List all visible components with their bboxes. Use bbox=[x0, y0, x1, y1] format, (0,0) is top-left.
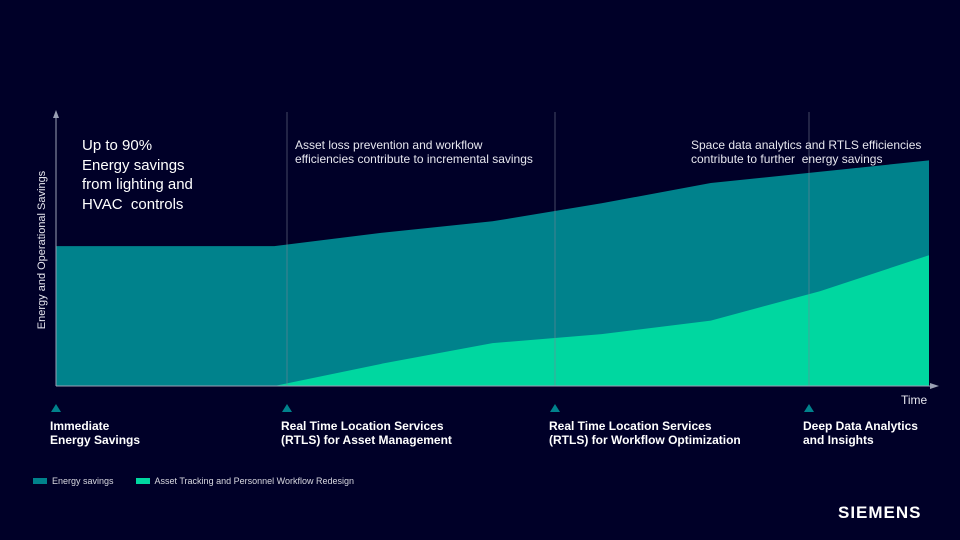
annotation-line: Space data analytics and RTLS efficienci… bbox=[691, 138, 922, 152]
phase-marker-3 bbox=[550, 404, 560, 412]
annotation-line: efficiencies contribute to incremental s… bbox=[295, 152, 533, 166]
annotation-line: Asset loss prevention and workflow bbox=[295, 138, 483, 152]
phase-line: Real Time Location Services bbox=[549, 419, 712, 433]
phase-marker-4 bbox=[804, 404, 814, 412]
annotation-line: from lighting and bbox=[82, 176, 193, 193]
phase-line: Immediate bbox=[50, 419, 110, 433]
phase-marker-2 bbox=[282, 404, 292, 412]
annotation-line: Energy savings bbox=[82, 156, 185, 174]
phase-marker-1 bbox=[51, 404, 61, 412]
legend-item-energy: Energy savings bbox=[33, 476, 114, 486]
legend-label: Asset Tracking and Personnel Workflow Re… bbox=[154, 476, 354, 486]
phase-line: Energy Savings bbox=[50, 433, 141, 447]
legend-label: Energy savings bbox=[52, 476, 114, 486]
phase-label-rtls-workflow: Real Time Location Services (RTLS) for W… bbox=[549, 419, 741, 447]
chart-legend: Energy savings Asset Tracking and Person… bbox=[33, 476, 376, 486]
x-axis-arrow bbox=[930, 383, 939, 389]
phase-label-analytics: Deep Data Analytics and Insights bbox=[803, 419, 918, 447]
phase-line: (RTLS) for Asset Management bbox=[281, 433, 452, 447]
asset-tracking-area bbox=[56, 255, 929, 386]
phase-line: Deep Data Analytics bbox=[803, 419, 918, 433]
siemens-logo: SIEMENS bbox=[838, 503, 922, 522]
y-axis-arrow bbox=[53, 110, 59, 118]
annotation-immediate: Up to 90% Energy savings from lighting a… bbox=[82, 136, 252, 214]
annotation-line: HVAC controls bbox=[82, 195, 184, 213]
phase-line: Real Time Location Services bbox=[281, 419, 444, 433]
legend-item-asset: Asset Tracking and Personnel Workflow Re… bbox=[135, 476, 354, 486]
legend-swatch-energy bbox=[33, 478, 47, 484]
phase-label-immediate: Immediate Energy Savings bbox=[50, 419, 140, 447]
annotation-line: contribute to further energy savings bbox=[691, 152, 883, 166]
x-axis-label: Time bbox=[901, 393, 928, 407]
annotation-rtls-asset: Asset loss prevention and workflow effic… bbox=[295, 138, 533, 166]
annotation-line: Up to 90% bbox=[82, 137, 153, 154]
y-axis-label: Energy and Operational Savings bbox=[36, 170, 48, 330]
phase-line: and Insights bbox=[803, 433, 874, 447]
annotation-analytics: Space data analytics and RTLS efficienci… bbox=[691, 138, 921, 166]
phase-label-rtls-asset: Real Time Location Services (RTLS) for A… bbox=[281, 419, 452, 447]
phase-line: (RTLS) for Workflow Optimization bbox=[549, 433, 741, 447]
legend-swatch-asset bbox=[135, 478, 150, 484]
